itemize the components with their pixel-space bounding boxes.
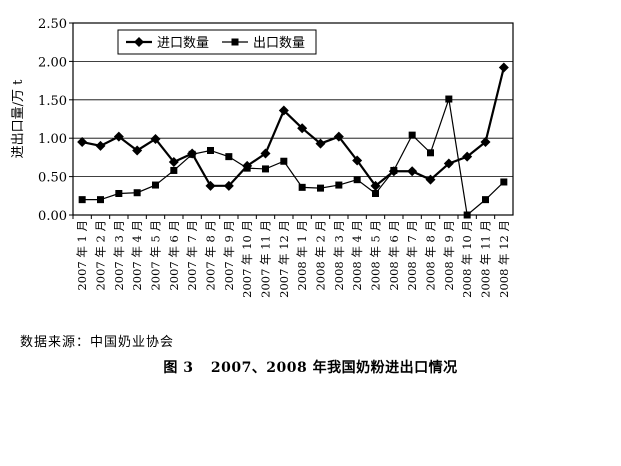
data-point-diamond: [407, 166, 418, 177]
x-tick-label: 2008 年 5 月: [369, 220, 383, 291]
data-point-diamond: [443, 158, 454, 169]
data-point-square: [335, 181, 343, 189]
x-tick-label: 2008 年 2 月: [314, 220, 328, 291]
x-tick-label: 2008 年 1 月: [295, 220, 309, 291]
data-point-diamond: [168, 157, 179, 168]
y-axis-ticks: 0.00 0.50 1.00 1.50 2.00 2.50: [38, 17, 73, 224]
data-point-square: [390, 166, 398, 174]
data-point-square: [225, 153, 233, 161]
x-tick-label: 2008 年 6 月: [387, 220, 401, 291]
x-tick-label: 2007 年 9 月: [222, 220, 236, 291]
legend-label: 出口数量: [253, 36, 305, 51]
figure-caption: 图 3 2007、2008 年我国奶粉进出口情况: [0, 357, 621, 377]
legend-marker-square: [231, 38, 239, 46]
legend-marker-diamond: [134, 37, 144, 47]
x-tick-label: 2007 年 1 月: [75, 220, 89, 291]
x-tick-label: 2008 年 4 月: [350, 220, 364, 291]
data-point-square: [408, 131, 416, 139]
data-point-square: [280, 157, 288, 165]
data-point-square: [372, 189, 379, 197]
x-tick-label: 2007 年 10 月: [240, 220, 254, 298]
y-tick-label: 0.50: [38, 171, 67, 186]
x-axis-tick-labels: 2007 年 1 月 2007 年 2 月 2007 年 3 月 2007 年 4 月…: [72, 215, 511, 298]
legend: 进口数量 出口数量: [117, 29, 317, 55]
figure-title: 2007、2008 年我国奶粉进出口情况: [210, 360, 458, 376]
data-point-diamond: [260, 148, 271, 159]
data-point-diamond: [297, 123, 308, 134]
data-point-diamond: [278, 105, 289, 116]
y-tick-label: 1.50: [38, 94, 67, 109]
data-point-square: [317, 184, 324, 192]
data-point-diamond: [205, 180, 216, 191]
data-point-diamond: [370, 180, 381, 191]
y-tick-label: 2.50: [38, 17, 67, 32]
x-tick-label: 2008 年 11 月: [479, 220, 493, 298]
data-point-square: [115, 189, 123, 197]
data-point-square: [353, 176, 361, 184]
x-tick-label: 2007 年 7 月: [185, 220, 199, 291]
plot-area-border: [72, 22, 514, 216]
x-tick-label: 2007 年 12 月: [277, 220, 291, 298]
data-point-square: [170, 166, 178, 174]
series-group: [77, 62, 509, 219]
x-tick-label: 2007 年 5 月: [149, 220, 163, 291]
data-point-square: [133, 189, 141, 197]
x-tick-label: 2007 年 6 月: [167, 220, 181, 291]
data-point-diamond: [498, 62, 509, 73]
data-point-square: [152, 181, 159, 189]
data-point-square: [500, 178, 508, 186]
x-tick-label: 2008 年 7 月: [405, 220, 419, 291]
x-tick-label: 2007 年 3 月: [112, 220, 126, 291]
x-tick-label: 2008 年 9 月: [442, 220, 456, 291]
data-point-square: [298, 183, 306, 191]
data-point-square: [482, 196, 489, 204]
data-point-diamond: [333, 131, 344, 142]
legend-label: 进口数量: [157, 36, 209, 51]
data-point-diamond: [315, 138, 326, 149]
x-tick-label: 2008 年 12 月: [497, 220, 511, 298]
x-tick-label: 2008 年 3 月: [332, 220, 346, 291]
x-tick-label: 2007 年 11 月: [259, 220, 273, 298]
data-point-diamond: [150, 133, 161, 144]
data-source-note: 数据来源：中国奶业协会: [20, 335, 175, 350]
data-point-diamond: [223, 180, 234, 191]
data-point-diamond: [132, 145, 143, 156]
y-tick-label: 0.00: [38, 209, 67, 224]
figure-number: 图 3: [163, 360, 194, 376]
data-point-square: [243, 164, 251, 172]
data-point-diamond: [425, 174, 436, 185]
y-tick-label: 1.00: [38, 132, 67, 147]
data-point-square: [97, 196, 104, 204]
data-point-square: [262, 165, 269, 173]
x-tick-label: 2008 年 8 月: [424, 220, 438, 291]
x-tick-label: 2008 年 10 月: [460, 220, 474, 298]
data-point-diamond: [352, 155, 363, 166]
data-point-diamond: [77, 137, 88, 148]
data-point-diamond: [95, 140, 106, 151]
x-tick-label: 2007 年 8 月: [204, 220, 218, 291]
y-tick-label: 2.00: [38, 55, 67, 70]
data-point-square: [445, 95, 453, 103]
data-point-square: [427, 149, 434, 157]
x-tick-label: 2007 年 2 月: [94, 220, 108, 291]
data-point-diamond: [113, 131, 124, 142]
data-point-diamond: [480, 137, 491, 148]
y-axis-label: 进出口量/万 t: [11, 79, 26, 159]
series-line-2: [82, 98, 505, 217]
data-point-square: [207, 146, 214, 154]
series-line-1: [81, 67, 505, 188]
data-point-square: [188, 150, 196, 158]
data-point-diamond: [462, 151, 473, 162]
data-point-square: [78, 196, 86, 204]
x-tick-label: 2007 年 4 月: [130, 220, 144, 291]
